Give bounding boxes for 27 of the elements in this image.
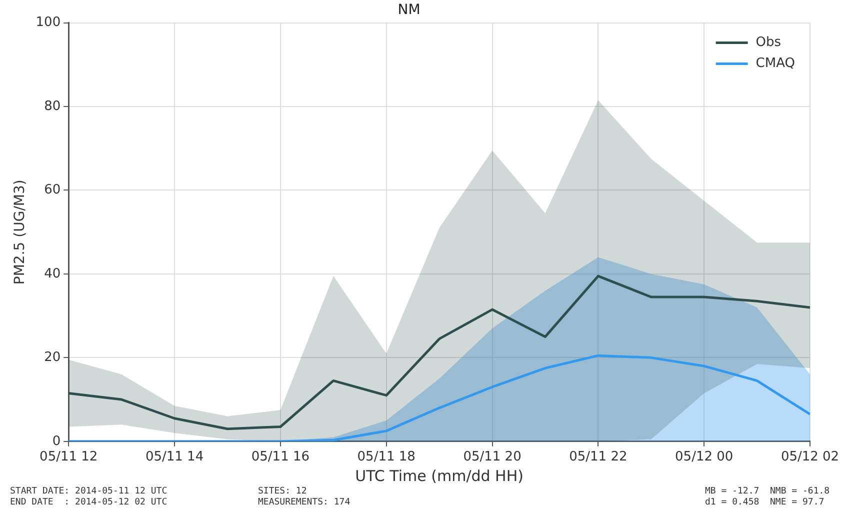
y-tick-label: 80: [44, 98, 61, 114]
x-tick-label: 05/12 02: [780, 450, 840, 465]
y-tick-label: 100: [36, 15, 61, 30]
text: SITES: 12: [258, 486, 307, 496]
y-tick-label: 0: [52, 434, 61, 449]
x-tick-label: 05/12 00: [675, 450, 734, 465]
x-tick-label: 05/11 18: [357, 450, 416, 465]
y-axis-title: PM2.5 (UG/M3): [12, 180, 28, 285]
x-tick-label: 05/11 12: [40, 450, 98, 465]
text: NME = 97.7: [770, 497, 824, 508]
text: END DATE : 2014-05-12 02 UTC: [10, 497, 168, 508]
y-tick-label: 40: [44, 266, 61, 282]
y-tick-label: 20: [44, 350, 61, 366]
legend-label: CMAQ: [756, 56, 796, 72]
chart-title: NM: [398, 2, 420, 18]
x-axis-title: UTC Time (mm/dd HH): [355, 466, 524, 485]
text: MEASUREMENTS: 174: [258, 497, 350, 508]
x-tick-label: 05/11 20: [463, 450, 522, 465]
x-tick-label: 05/11 22: [569, 450, 628, 465]
text: d1 = 0.458: [705, 497, 760, 508]
text: NMB = -61.8: [770, 486, 830, 496]
text: MB = -12.7: [705, 486, 760, 496]
text: START DATE: 2014-05-11 12 UTC: [10, 486, 168, 496]
x-tick-label: 05/11 14: [145, 450, 204, 465]
legend-label: Obs: [756, 35, 782, 50]
x-tick-label: 05/11 16: [251, 450, 310, 465]
y-tick-label: 60: [44, 182, 61, 198]
